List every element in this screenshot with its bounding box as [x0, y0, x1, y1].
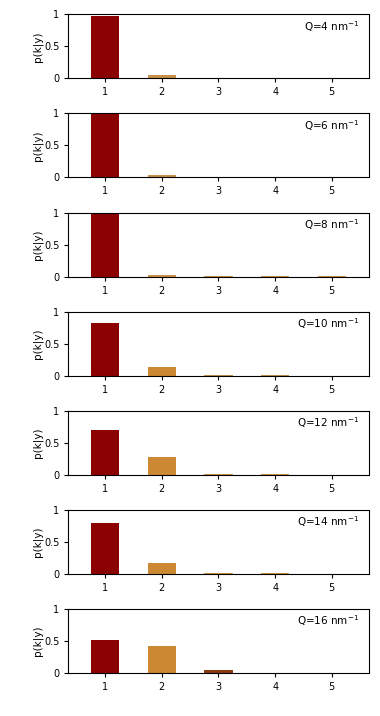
Bar: [204, 670, 233, 673]
Text: Q=12 nm$^{-1}$: Q=12 nm$^{-1}$: [298, 415, 359, 430]
Bar: [148, 275, 176, 276]
Y-axis label: p(k|y): p(k|y): [32, 130, 43, 160]
Y-axis label: p(k|y): p(k|y): [32, 329, 43, 359]
Bar: [204, 573, 233, 574]
Text: Q=4 nm$^{-1}$: Q=4 nm$^{-1}$: [304, 19, 359, 34]
Text: Q=8 nm$^{-1}$: Q=8 nm$^{-1}$: [304, 217, 359, 232]
Bar: [91, 640, 119, 673]
Bar: [91, 114, 119, 178]
Bar: [148, 646, 176, 673]
Text: Q=10 nm$^{-1}$: Q=10 nm$^{-1}$: [298, 316, 359, 331]
Bar: [91, 214, 119, 276]
Bar: [91, 323, 119, 376]
Y-axis label: p(k|y): p(k|y): [32, 626, 43, 657]
Bar: [148, 563, 176, 574]
Bar: [148, 367, 176, 376]
Y-axis label: p(k|y): p(k|y): [32, 31, 43, 62]
Y-axis label: p(k|y): p(k|y): [32, 527, 43, 557]
Bar: [91, 523, 119, 574]
Y-axis label: p(k|y): p(k|y): [32, 427, 43, 458]
Bar: [91, 16, 119, 78]
Text: Q=6 nm$^{-1}$: Q=6 nm$^{-1}$: [304, 118, 359, 132]
Text: Q=14 nm$^{-1}$: Q=14 nm$^{-1}$: [298, 514, 359, 529]
Bar: [91, 430, 119, 475]
Bar: [148, 175, 176, 178]
Bar: [148, 75, 176, 78]
Y-axis label: p(k|y): p(k|y): [32, 229, 43, 260]
Bar: [148, 457, 176, 475]
Bar: [204, 473, 233, 475]
Text: Q=16 nm$^{-1}$: Q=16 nm$^{-1}$: [298, 614, 359, 629]
